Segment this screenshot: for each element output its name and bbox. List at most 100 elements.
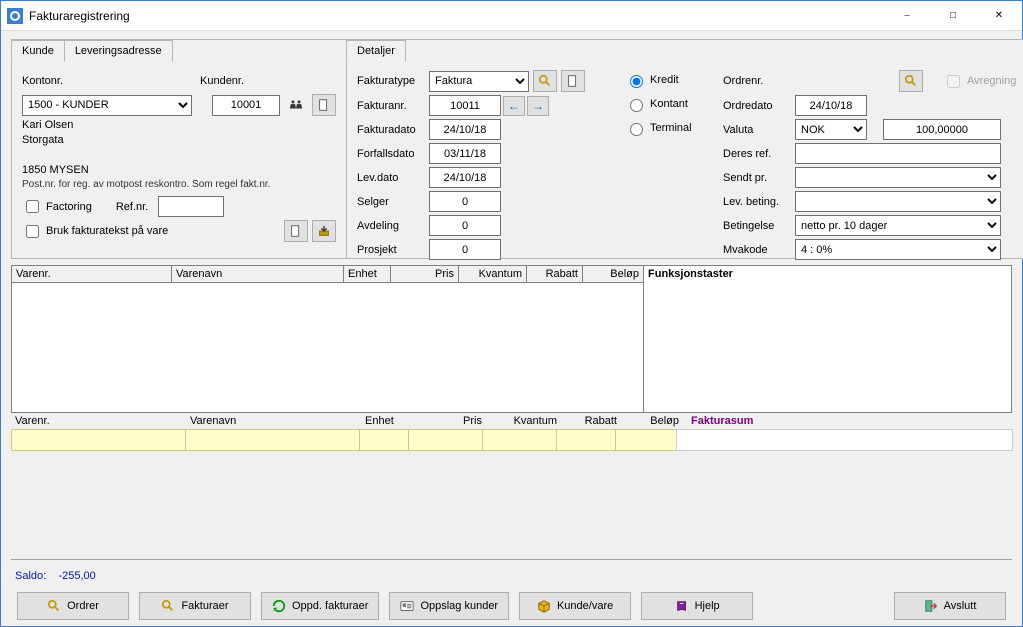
- oppslag-kunder-button[interactable]: Oppslag kunder: [389, 592, 509, 620]
- customer-name: Kari Olsen: [22, 119, 336, 131]
- sum-col-varenavn: Varenavn: [186, 413, 361, 429]
- note-button[interactable]: [284, 220, 308, 242]
- kontonr-input-row: 1500 - KUNDER: [22, 94, 336, 116]
- avslutt-button[interactable]: Avslutt: [894, 592, 1006, 620]
- radio-kredit[interactable]: Kredit: [625, 72, 715, 88]
- sum-cell-kvantum[interactable]: [482, 429, 557, 451]
- funksjonstaster-label: Funksjonstaster: [648, 266, 1007, 282]
- radio-terminal[interactable]: Terminal: [625, 120, 715, 136]
- detaljer-panel: Detaljer Fakturatype Faktura: [346, 39, 1023, 259]
- deresref-input[interactable]: [795, 143, 1001, 164]
- binoculars-icon[interactable]: [284, 94, 308, 116]
- fakturatype-lookup-button[interactable]: [533, 70, 557, 92]
- sendtpr-label: Sendt pr.: [723, 172, 795, 184]
- oppd-fakturaer-button[interactable]: Oppd. fakturaer: [261, 592, 379, 620]
- kontonr-select[interactable]: 1500 - KUNDER: [22, 95, 192, 116]
- refnr-label: Ref.nr.: [116, 201, 148, 213]
- new-kunde-button[interactable]: [312, 94, 336, 116]
- avregning-check: [947, 75, 960, 88]
- hjelp-button[interactable]: Hjelp: [641, 592, 753, 620]
- prosjekt-input[interactable]: [429, 239, 501, 260]
- bruk-check[interactable]: [26, 225, 39, 238]
- sum-cell-varenr[interactable]: [11, 429, 186, 451]
- box-icon: [537, 599, 551, 613]
- col-varenavn: Varenavn: [172, 266, 344, 282]
- funksjonstaster-panel: Funksjonstaster: [644, 265, 1012, 413]
- fakturaer-button[interactable]: Fakturaer: [139, 592, 251, 620]
- forfallsdato-label: Forfallsdato: [357, 148, 429, 160]
- levdato-label: Lev.dato: [357, 172, 429, 184]
- valuta-label: Valuta: [723, 124, 795, 136]
- maximize-button[interactable]: □: [930, 1, 976, 31]
- fakturanr-input[interactable]: [429, 95, 501, 116]
- col-kvantum: Kvantum: [459, 266, 527, 282]
- sum-col-varenr: Varenr.: [11, 413, 186, 429]
- refnr-input[interactable]: [158, 196, 224, 217]
- detaljer-tabs: Detaljer: [346, 39, 405, 61]
- minimize-button[interactable]: –: [884, 1, 930, 31]
- factoring-checkbox[interactable]: Factoring: [22, 197, 92, 216]
- selger-input[interactable]: [429, 191, 501, 212]
- sum-cell-enhet[interactable]: [359, 429, 409, 451]
- titlebar: Fakturaregistrering – □ ✕: [1, 1, 1022, 31]
- sum-cell-rabatt[interactable]: [556, 429, 616, 451]
- app-window: Fakturaregistrering – □ ✕ Kunde Levering…: [0, 0, 1023, 627]
- tab-detaljer[interactable]: Detaljer: [346, 40, 406, 62]
- refresh-icon: [272, 599, 286, 613]
- sendtpr-select[interactable]: [795, 167, 1001, 188]
- selger-label: Selger: [357, 196, 429, 208]
- radio-kontant[interactable]: Kontant: [625, 96, 715, 112]
- avdeling-input[interactable]: [429, 215, 501, 236]
- kontonr-row: Kontonr. Kundenr.: [22, 70, 336, 91]
- sum-cell-pris[interactable]: [408, 429, 483, 451]
- deresref-label: Deres ref.: [723, 148, 795, 160]
- book-icon: [675, 599, 689, 613]
- kunde-panel: Kunde Leveringsadresse Kontonr. Kundenr.…: [11, 39, 347, 259]
- close-button[interactable]: ✕: [976, 1, 1022, 31]
- mvakode-label: Mvakode: [723, 244, 795, 256]
- col-varenr: Varenr.: [12, 266, 172, 282]
- payment-type-group: Kredit Kontant Terminal: [625, 70, 715, 263]
- sum-cell-varenavn[interactable]: [185, 429, 360, 451]
- detaljer-col1: Fakturatype Faktura Fakturanr.: [357, 70, 617, 263]
- ordredato-input[interactable]: [795, 95, 867, 116]
- levbeting-label: Lev. beting.: [723, 196, 795, 208]
- next-button[interactable]: →: [527, 96, 549, 116]
- tab-kunde[interactable]: Kunde: [11, 40, 65, 62]
- levbeting-select[interactable]: [795, 191, 1001, 212]
- forfallsdato-input[interactable]: [429, 143, 501, 164]
- fakturatype-select[interactable]: Faktura: [429, 71, 529, 92]
- valuta-amount-input[interactable]: [883, 119, 1001, 140]
- sum-cell-belop[interactable]: [615, 429, 677, 451]
- sum-cell-fakturasum: [676, 429, 1013, 451]
- levdato-input[interactable]: [429, 167, 501, 188]
- kunde-tabs: Kunde Leveringsadresse: [11, 39, 172, 61]
- betingelse-select[interactable]: netto pr. 10 dager: [795, 215, 1001, 236]
- prev-button[interactable]: ←: [503, 96, 525, 116]
- mvakode-select[interactable]: 4 : 0%: [795, 239, 1001, 260]
- fakturadato-label: Fakturadato: [357, 124, 429, 136]
- top-panels: Kunde Leveringsadresse Kontonr. Kundenr.…: [11, 39, 1012, 259]
- tab-leveringsadresse[interactable]: Leveringsadresse: [64, 40, 173, 62]
- summary-header: Varenr. Varenavn Enhet Pris Kvantum Raba…: [11, 413, 1012, 429]
- line-grid[interactable]: Varenr. Varenavn Enhet Pris Kvantum Raba…: [11, 265, 644, 413]
- fakturadato-input[interactable]: [429, 119, 501, 140]
- save-button[interactable]: [312, 220, 336, 242]
- line-grid-area: Varenr. Varenavn Enhet Pris Kvantum Raba…: [11, 265, 1012, 413]
- kundenr-label: Kundenr.: [200, 75, 260, 87]
- bruk-checkbox[interactable]: Bruk fakturatekst på vare: [22, 222, 168, 241]
- col-pris: Pris: [391, 266, 459, 282]
- customer-city: 1850 MYSEN: [22, 164, 336, 176]
- kunde-vare-button[interactable]: Kunde/vare: [519, 592, 631, 620]
- factoring-check[interactable]: [26, 200, 39, 213]
- col-enhet: Enhet: [344, 266, 391, 282]
- detaljer-col3: Ordrenr. Avregning Ordredato: [723, 70, 1016, 263]
- valuta-select[interactable]: NOK: [795, 119, 867, 140]
- ordrenr-lookup-button[interactable]: [899, 70, 923, 92]
- kundenr-input[interactable]: [212, 95, 280, 116]
- ordrer-button[interactable]: Ordrer: [17, 592, 129, 620]
- exit-icon: [924, 599, 938, 613]
- grid-body[interactable]: [12, 283, 643, 412]
- ordredato-label: Ordredato: [723, 100, 795, 112]
- fakturatype-new-button[interactable]: [561, 70, 585, 92]
